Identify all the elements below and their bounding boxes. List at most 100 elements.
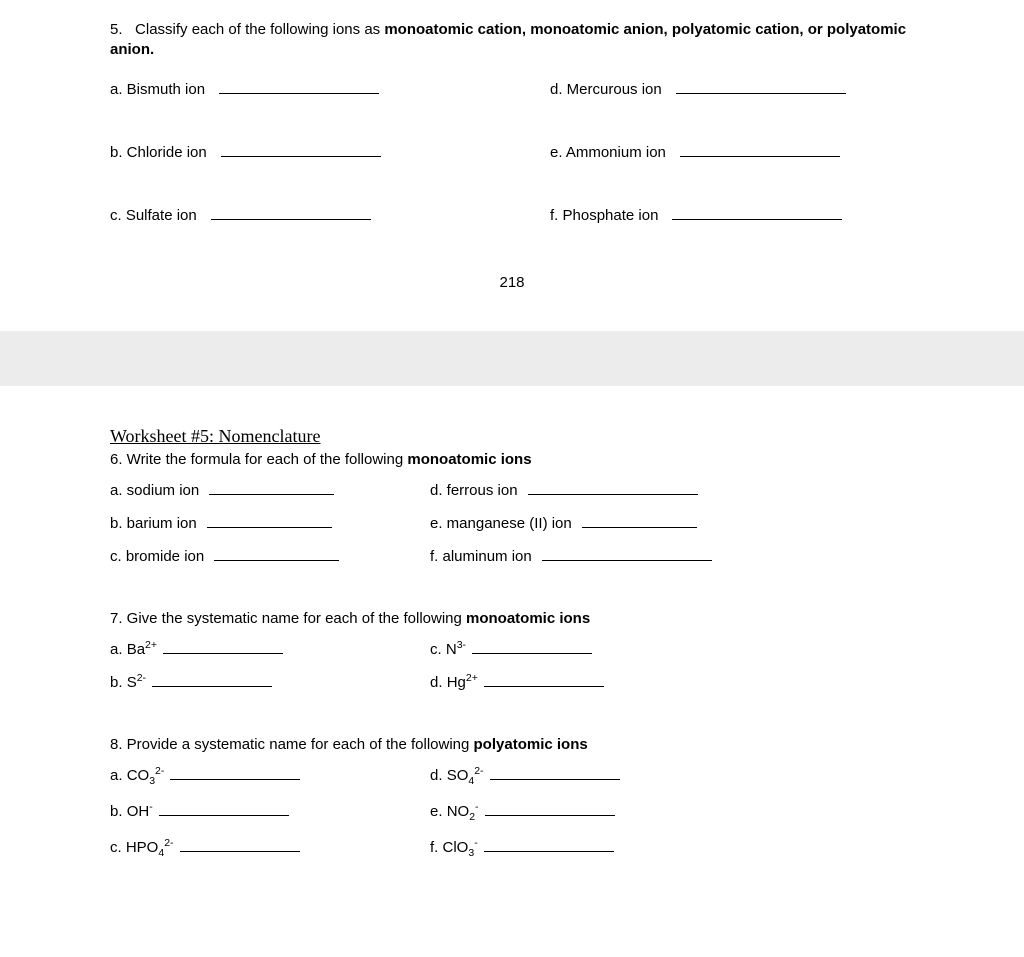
q6-a: a. sodium ion: [110, 480, 430, 499]
q6-f-blank[interactable]: [542, 546, 712, 561]
q7-d-sup: 2+: [466, 672, 478, 684]
q6-a-blank[interactable]: [209, 480, 334, 495]
q8-e-blank[interactable]: [485, 801, 615, 816]
q6-header: 6. Write the formula for each of the fol…: [110, 451, 914, 468]
q8-e-sup: -: [475, 801, 479, 813]
q7-a-letter: a.: [110, 641, 127, 658]
page-number: 218: [110, 274, 914, 291]
q8-b-label: b. OH-: [110, 801, 153, 820]
q7-b-letter: b.: [110, 674, 127, 691]
q8-bold: polyatomic ions: [474, 736, 588, 753]
q8-header: 8. Provide a systematic name for each of…: [110, 736, 914, 753]
q6-f-label: f. aluminum ion: [430, 548, 532, 565]
q5-d-blank[interactable]: [676, 79, 846, 94]
q8-a-letter: a.: [110, 767, 127, 784]
q7-c-sup: 3-: [457, 639, 466, 651]
q8-d: d. SO42-: [430, 765, 620, 787]
q8-c-base: HPO: [126, 839, 159, 856]
q7-d-letter: d.: [430, 674, 447, 691]
q7-header: 7. Give the systematic name for each of …: [110, 610, 914, 627]
q7-c-base: N: [446, 641, 457, 658]
q8-d-blank[interactable]: [490, 765, 620, 780]
q8-b-blank[interactable]: [159, 801, 289, 816]
q7-d-base: Hg: [447, 674, 466, 691]
q8-a-base: CO: [127, 767, 150, 784]
q6-f: f. aluminum ion: [430, 546, 712, 565]
q8-e-letter: e.: [430, 803, 447, 820]
q8-c-blank[interactable]: [180, 837, 300, 852]
page-break: [0, 331, 1024, 386]
q5-a-label: a. Bismuth ion: [110, 81, 205, 98]
q7-d-blank[interactable]: [484, 672, 604, 687]
q5-prompt-pre: Classify each of the following ions as: [135, 21, 384, 38]
q7-c-letter: c.: [430, 641, 446, 658]
q5-item-e: e. Ammonium ion: [550, 142, 840, 161]
q8-d-letter: d.: [430, 767, 447, 784]
q5-d-label: d. Mercurous ion: [550, 81, 662, 98]
q6-b: b. barium ion: [110, 513, 430, 532]
q8-f-blank[interactable]: [484, 837, 614, 852]
worksheet-title: Worksheet #5: Nomenclature: [110, 426, 914, 447]
q8-b: b. OH-: [110, 801, 430, 823]
q7-c-blank[interactable]: [472, 639, 592, 654]
q6-d-label: d. ferrous ion: [430, 482, 518, 499]
q7-d-label: d. Hg2+: [430, 672, 478, 691]
q6-c-label: c. bromide ion: [110, 548, 204, 565]
q6-e-blank[interactable]: [582, 513, 697, 528]
q7-a-sup: 2+: [145, 639, 157, 651]
q7-a-base: Ba: [127, 641, 145, 658]
q8-d-base: SO: [447, 767, 469, 784]
q5-b-blank[interactable]: [221, 142, 381, 157]
q8-c-letter: c.: [110, 839, 126, 856]
q5-b-label: b. Chloride ion: [110, 144, 207, 161]
q7-bold: monoatomic ions: [466, 610, 590, 627]
q8-a-label: a. CO32-: [110, 765, 164, 787]
q8-a: a. CO32-: [110, 765, 430, 787]
q7-b: b. S2-: [110, 672, 430, 691]
q5-bold1: monoatomic cation,: [384, 21, 526, 38]
q7-b-blank[interactable]: [152, 672, 272, 687]
q8-e-label: e. NO2-: [430, 801, 479, 823]
q8-f-base: ClO: [443, 839, 469, 856]
q8-e: e. NO2-: [430, 801, 615, 823]
q7-a-label: a. Ba2+: [110, 639, 157, 658]
q8-f: f. ClO3-: [430, 837, 614, 859]
q8-d-sup: 2-: [474, 765, 483, 777]
q5-header: 5. Classify each of the following ions a…: [110, 20, 914, 61]
q5-a-blank[interactable]: [219, 79, 379, 94]
q5-e-label: e. Ammonium ion: [550, 144, 666, 161]
q6-c: c. bromide ion: [110, 546, 430, 565]
q5-item-a: a. Bismuth ion: [110, 79, 550, 98]
page-bottom: Worksheet #5: Nomenclature 6. Write the …: [0, 386, 1024, 899]
q5-item-b: b. Chloride ion: [110, 142, 550, 161]
q8-prompt: 8. Provide a systematic name for each of…: [110, 736, 474, 753]
q8-a-blank[interactable]: [170, 765, 300, 780]
q5-number: 5.: [110, 21, 123, 38]
q7-c-label: c. N3-: [430, 639, 466, 658]
q7-items: a. Ba2+ c. N3- b. S2- d. Hg2+: [110, 639, 914, 691]
q7-b-label: b. S2-: [110, 672, 146, 691]
q6-e: e. manganese (II) ion: [430, 513, 697, 532]
q6-items: a. sodium ion d. ferrous ion b. barium i…: [110, 480, 914, 565]
q8-b-letter: b.: [110, 803, 127, 820]
q5-e-blank[interactable]: [680, 142, 840, 157]
q8-a-sup: 2-: [155, 765, 164, 777]
q6-d-blank[interactable]: [528, 480, 698, 495]
q8-b-base: OH: [127, 803, 150, 820]
q6-c-blank[interactable]: [214, 546, 339, 561]
q8-f-sup: -: [474, 837, 478, 849]
q6-b-blank[interactable]: [207, 513, 332, 528]
q8-f-letter: f.: [430, 839, 443, 856]
q5-item-c: c. Sulfate ion: [110, 205, 550, 224]
q8-items: a. CO32- d. SO42- b. OH- e. NO2- c. HPO4…: [110, 765, 914, 859]
q5-f-label: f. Phosphate ion: [550, 207, 658, 224]
q7-c: c. N3-: [430, 639, 592, 658]
q7-b-sup: 2-: [137, 672, 146, 684]
q7-a-blank[interactable]: [163, 639, 283, 654]
q7-a: a. Ba2+: [110, 639, 430, 658]
q6-e-label: e. manganese (II) ion: [430, 515, 572, 532]
q5-f-blank[interactable]: [672, 205, 842, 220]
q5-c-blank[interactable]: [211, 205, 371, 220]
q7-b-base: S: [127, 674, 137, 691]
q7-d: d. Hg2+: [430, 672, 604, 691]
